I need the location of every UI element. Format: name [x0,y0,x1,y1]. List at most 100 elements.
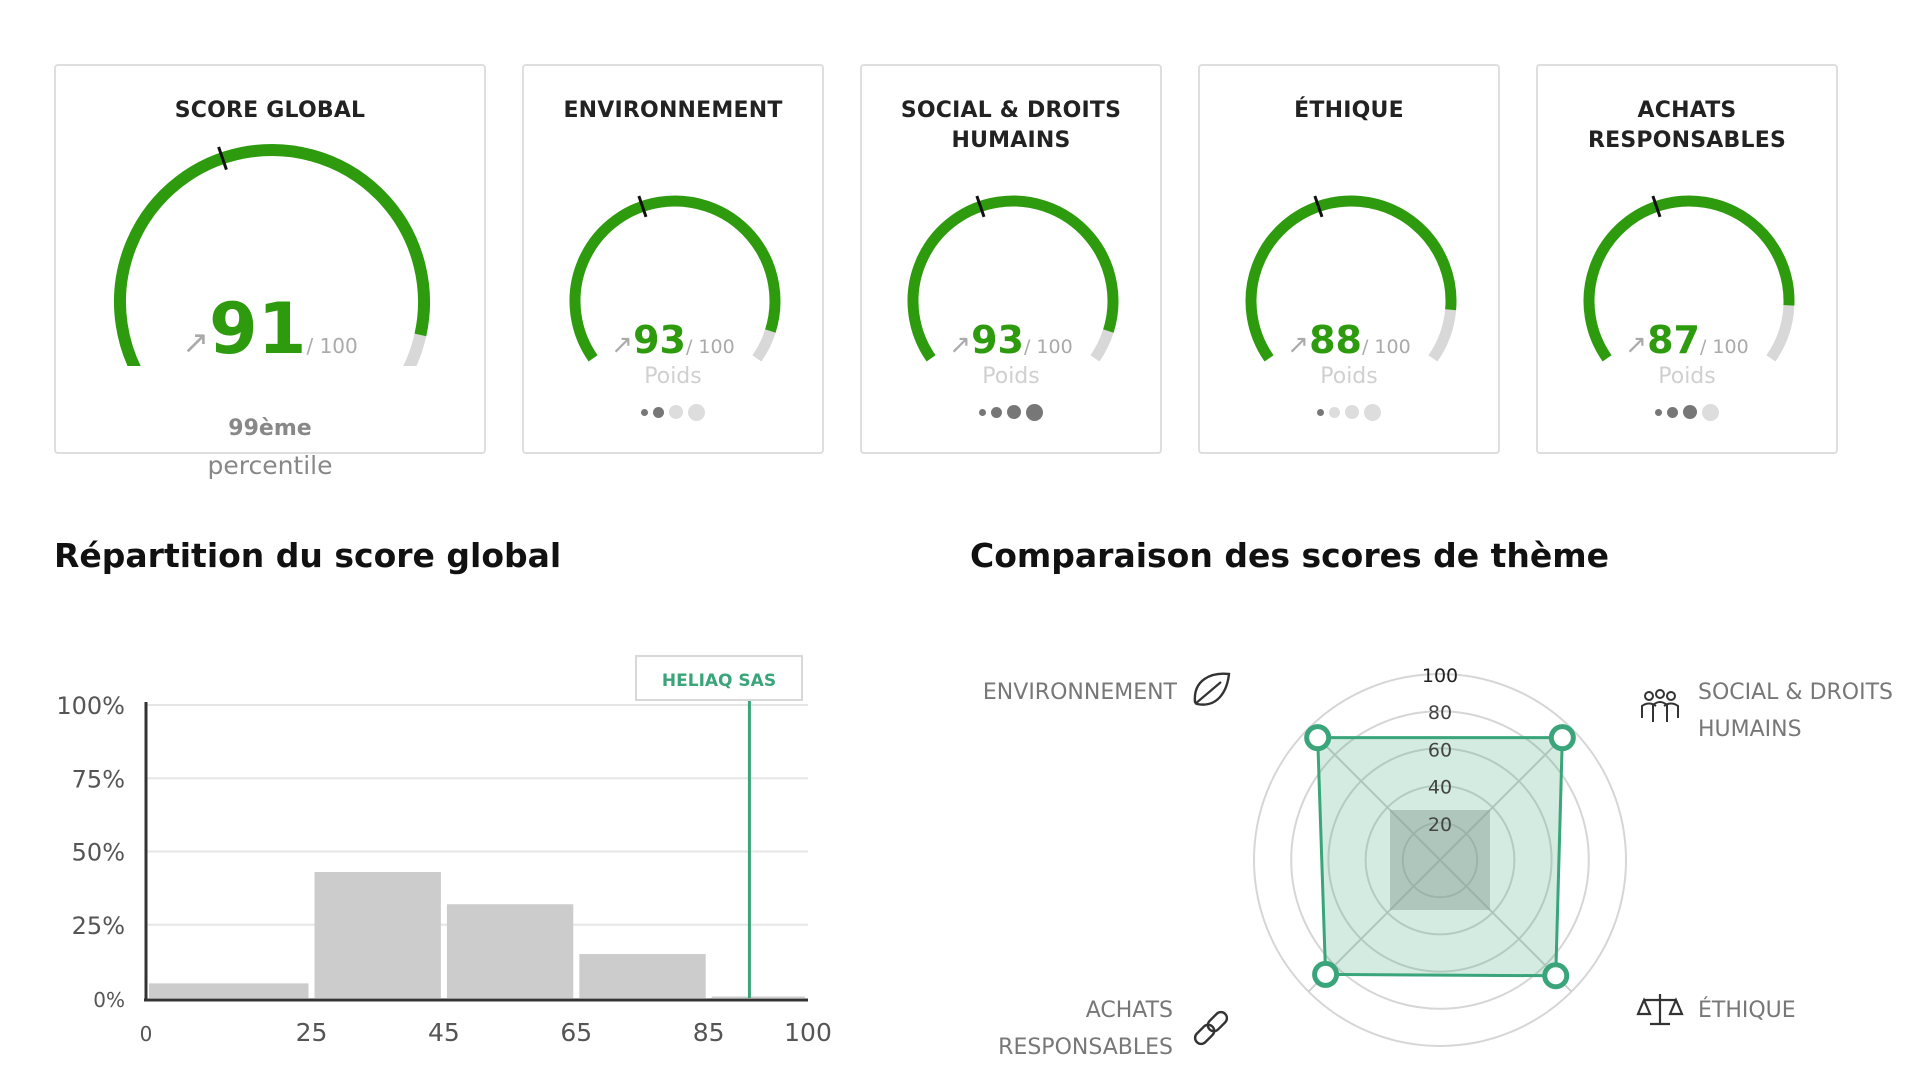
radar-tick-label: 100 [1422,665,1458,687]
radar-company-area [1316,736,1564,978]
weight-dot [1329,406,1340,418]
score-row: ↗91/ 100 [56,288,484,370]
gauge-environnement [569,195,781,362]
gauge-achats [1583,195,1795,362]
distribution-title: Répartition du score global [54,536,562,575]
histogram-bar [314,872,441,998]
arrow-up-right-icon: ↗ [1625,330,1648,360]
card-title: ÉTHIQUE [1294,98,1404,123]
gauge-fill [907,195,1119,362]
x-tick-label: 65 [560,1018,592,1047]
score-row: ↗88/ 100 [1200,318,1498,362]
arrow-up-right-icon: ↗ [949,330,972,360]
gauge-benchmark-tick [975,195,986,218]
x-tick-label: 85 [693,1018,725,1047]
gauge-track [1766,304,1795,362]
score-value: 88 [1309,318,1362,362]
card-title: ENVIRONNEMENT [563,98,783,123]
gauge-fill [1583,195,1795,362]
score-value: 93 [971,318,1024,362]
score-card-achats[interactable]: ACHATS RESPONSABLES ↗87/ 100 Poids [1536,64,1838,454]
score-out-of: / 100 [1699,336,1749,358]
weight-dot [1364,403,1381,421]
card-title-line1: SOCIAL & DROITS [900,98,1122,123]
radar-grid-ring [1364,784,1516,936]
weight-dot [688,403,705,421]
arrow-up-right-icon: ↗ [611,330,634,360]
radar-tick-label: 80 [1428,702,1452,724]
histogram-bar [711,996,805,998]
score-out-of: / 100 [1023,336,1073,358]
score-card-ethique[interactable]: ÉTHIQUE ↗88/ 100 Poids [1198,64,1500,454]
gauge-fill [114,144,430,366]
radar-point [1304,724,1332,752]
gauge-benchmark-tick [1651,195,1662,218]
score-value: 93 [633,318,686,362]
axis-label-social-line2: HUMAINS [1698,717,1802,742]
histogram-bar [446,904,574,998]
weight-dot [1345,405,1359,419]
histogram-bar [579,954,706,998]
weight-label: Poids [1658,364,1716,389]
radar-tick-label: 40 [1428,777,1452,799]
y-tick-label: 50% [72,839,125,867]
weight-dot [641,408,648,416]
x-tick-label: 25 [296,1018,328,1047]
radar-spoke [1439,727,1573,861]
gauge-benchmark-tick [1313,195,1324,218]
radar-spoke [1307,727,1441,861]
card-title: ACHATS RESPONSABLES [1588,98,1786,153]
card-title-line2: HUMAINS [951,128,1071,153]
gauge-benchmark-tick [217,146,228,171]
weight-dot [1702,403,1719,421]
weight-dot [653,406,664,418]
gauge-track [403,333,427,366]
leaf-icon [1193,672,1231,706]
axis-label-ethique: ÉTHIQUE [1698,997,1796,1023]
weight-dots [1200,400,1498,424]
x-tick-label: 45 [428,1018,460,1047]
card-title: SCORE GLOBAL [174,98,366,123]
y-tick-label: 0% [93,988,125,1012]
weight-dot [1667,406,1678,418]
gauge-track [1428,309,1457,362]
percentile-rank: 99ème [56,416,484,441]
company-marker-box [635,655,803,701]
weight-label: Poids [982,364,1040,389]
y-tick-label: 25% [72,912,125,940]
score-card-social[interactable]: SOCIAL & DROITS HUMAINS ↗93/ 100 Poids [860,64,1162,454]
arrow-up-right-icon: ↗ [1287,330,1310,360]
weight-label: Poids [644,364,702,389]
score-row: ↗87/ 100 [1538,318,1836,362]
score-card-global[interactable]: SCORE GLOBAL ↗91/ 100 99ème percentile [54,64,486,480]
weight-dot [669,405,683,419]
axis-label-achats-line1: ACHATS [1086,998,1173,1023]
score-value: 91 [209,288,307,370]
radar-tick-label: 60 [1428,739,1452,761]
x-tick-label: 0 [140,1022,153,1046]
radar-grid-ring [1290,710,1590,1010]
score-value: 87 [1647,318,1700,362]
histogram-bar [149,983,309,998]
radar-point [1548,724,1576,752]
radar-point [1542,962,1570,990]
axis-label-environnement: ENVIRONNEMENT [983,680,1178,705]
distribution-chart: 0% 25% 50% 75% 100% 0 25 45 65 85 100 HELIAQ SAS [56,655,832,1047]
arrow-up-right-icon: ↗ [182,323,210,361]
gauge-global [114,144,430,366]
weight-dot [1655,408,1662,416]
score-card-environnement[interactable]: ENVIRONNEMENT ↗93/ 100 Poids [522,64,824,454]
gauge-fill [1245,195,1457,362]
axis-label-social-line1: SOCIAL & DROITS [1698,680,1893,705]
radar-average-area [1390,810,1490,910]
y-tick-label: 100% [56,692,125,720]
radar-tick-label: 20 [1428,814,1452,836]
score-out-of: / 100 [1361,336,1411,358]
weight-dots [1538,400,1836,424]
chain-link-icon [1193,1010,1229,1046]
weight-dots [524,400,822,424]
gauge-track [1090,329,1114,362]
radar-grid-ring [1327,747,1553,973]
score-out-of: / 100 [685,336,735,358]
weight-dot [1026,403,1043,421]
